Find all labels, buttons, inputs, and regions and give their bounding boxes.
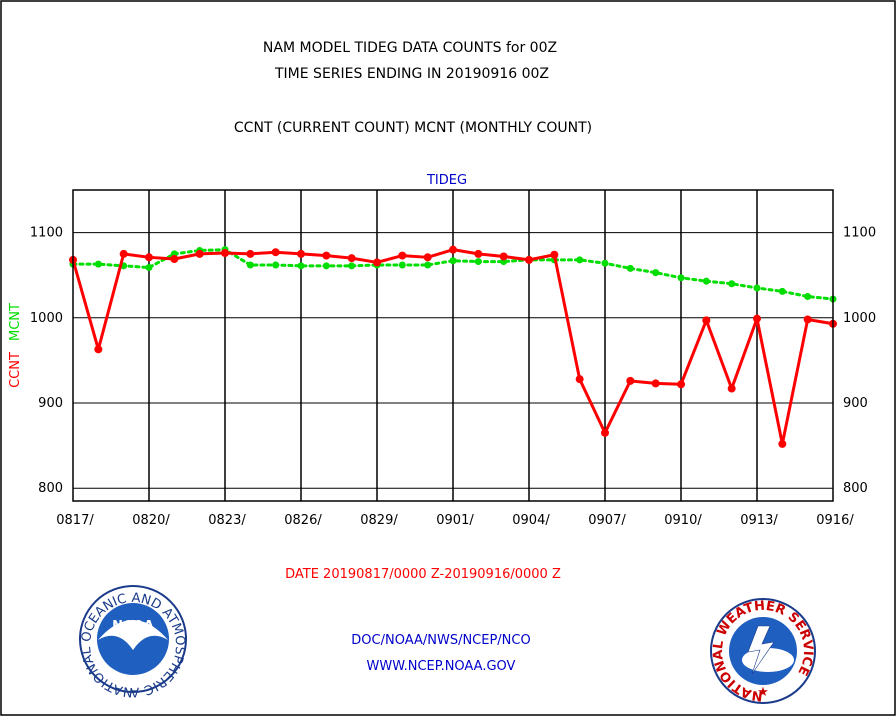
grid-layer bbox=[73, 190, 833, 501]
title-line-2: TIME SERIES ENDING IN 20190916 00Z bbox=[274, 66, 549, 82]
y-tick-label-left: 900 bbox=[38, 396, 63, 411]
point-ccnt bbox=[322, 251, 331, 260]
point-ccnt bbox=[398, 251, 407, 260]
point-mcnt bbox=[702, 277, 710, 285]
point-mcnt bbox=[804, 293, 812, 301]
point-mcnt bbox=[474, 258, 482, 266]
point-mcnt bbox=[449, 257, 457, 265]
point-ccnt bbox=[423, 253, 432, 262]
point-mcnt bbox=[145, 264, 153, 272]
point-ccnt bbox=[347, 254, 356, 263]
point-ccnt bbox=[449, 245, 457, 254]
tick-labels: 800 800 900 900 1000 1000 1100 1100 0817/0820/08… bbox=[30, 226, 876, 528]
point-ccnt bbox=[94, 345, 103, 354]
point-ccnt bbox=[778, 439, 787, 448]
noaa-logo: NATIONAL OCEANIC AND ATMOSPHERIC ADMINIS… bbox=[0, 0, 187, 699]
point-ccnt bbox=[575, 375, 584, 384]
y-axis-label-mcnt: MCNT bbox=[8, 303, 23, 341]
noaa-logo-text: NOAA bbox=[112, 619, 154, 634]
point-ccnt bbox=[803, 315, 812, 324]
series-layer bbox=[69, 245, 837, 448]
point-mcnt bbox=[398, 261, 406, 269]
point-ccnt bbox=[246, 249, 255, 258]
panel-title: TIDEG bbox=[426, 173, 467, 188]
y-tick-label-right: 1000 bbox=[843, 311, 876, 326]
y-tick-label-right: 1100 bbox=[843, 226, 876, 241]
point-ccnt bbox=[297, 249, 305, 258]
plot-frame bbox=[72, 189, 834, 502]
y-tick-label-left: 1100 bbox=[30, 226, 63, 241]
x-tick-label: 0901/ bbox=[436, 513, 474, 528]
x-tick-label: 0826/ bbox=[284, 513, 322, 528]
point-ccnt bbox=[145, 253, 153, 262]
point-mcnt bbox=[94, 260, 102, 268]
title-line-1: NAM MODEL TIDEG DATA COUNTS for 00Z bbox=[263, 40, 557, 56]
point-mcnt bbox=[652, 269, 660, 277]
x-tick-label: 0829/ bbox=[360, 513, 398, 528]
point-mcnt bbox=[272, 261, 280, 269]
point-ccnt bbox=[727, 384, 736, 393]
point-ccnt bbox=[271, 248, 280, 257]
point-ccnt bbox=[474, 249, 483, 258]
point-ccnt bbox=[221, 249, 229, 258]
y-tick-label-left: 1000 bbox=[30, 311, 63, 326]
point-ccnt bbox=[677, 380, 685, 389]
org-link[interactable]: DOC/NOAA/NWS/NCEP/NCO bbox=[351, 633, 530, 648]
point-mcnt bbox=[753, 284, 761, 292]
nws-logo: NATIONAL WEATHER SERVICE ★ bbox=[710, 598, 816, 704]
point-ccnt bbox=[601, 428, 609, 437]
x-tick-label: 0823/ bbox=[208, 513, 246, 528]
point-ccnt bbox=[499, 252, 508, 261]
nws-lightning-icon bbox=[747, 625, 775, 675]
point-mcnt bbox=[601, 259, 609, 267]
point-ccnt bbox=[702, 316, 711, 325]
ncep-url-link[interactable]: WWW.NCEP.NOAA.GOV bbox=[367, 659, 516, 674]
x-tick-label: 0820/ bbox=[132, 513, 170, 528]
point-mcnt bbox=[246, 261, 254, 269]
subtitle: CCNT (CURRENT COUNT) MCNT (MONTHLY COUNT… bbox=[234, 120, 592, 136]
noaa-gull-icon bbox=[98, 620, 168, 650]
point-ccnt bbox=[626, 376, 635, 385]
point-mcnt bbox=[322, 262, 330, 270]
point-mcnt bbox=[728, 280, 736, 288]
point-mcnt bbox=[297, 262, 305, 270]
point-mcnt bbox=[424, 261, 432, 269]
y-axis-label-ccnt: CCNT bbox=[8, 352, 23, 388]
point-ccnt bbox=[170, 255, 179, 264]
point-ccnt bbox=[195, 249, 204, 258]
y-tick-label-right: 900 bbox=[843, 396, 868, 411]
x-tick-label: 0817/ bbox=[56, 513, 94, 528]
point-ccnt bbox=[373, 258, 381, 267]
x-tick-label: 0910/ bbox=[664, 513, 702, 528]
point-mcnt bbox=[348, 262, 356, 270]
y-tick-label-right: 800 bbox=[843, 481, 868, 496]
point-ccnt bbox=[525, 255, 533, 264]
point-ccnt bbox=[550, 250, 559, 259]
y-tick-label-left: 800 bbox=[38, 481, 63, 496]
point-ccnt bbox=[753, 314, 761, 323]
point-ccnt bbox=[119, 249, 128, 258]
x-tick-label: 0904/ bbox=[512, 513, 550, 528]
x-tick-label: 0907/ bbox=[588, 513, 626, 528]
point-mcnt bbox=[626, 264, 634, 272]
point-mcnt bbox=[677, 274, 685, 282]
x-tick-label: 0913/ bbox=[740, 513, 778, 528]
point-mcnt bbox=[576, 256, 584, 264]
point-mcnt bbox=[778, 287, 786, 295]
x-tick-label: 0916/ bbox=[816, 513, 854, 528]
point-ccnt bbox=[651, 379, 660, 388]
date-range-label: DATE 20190817/0000 Z-20190916/0000 Z bbox=[285, 567, 561, 582]
nws-star-icon: ★ bbox=[757, 685, 769, 700]
